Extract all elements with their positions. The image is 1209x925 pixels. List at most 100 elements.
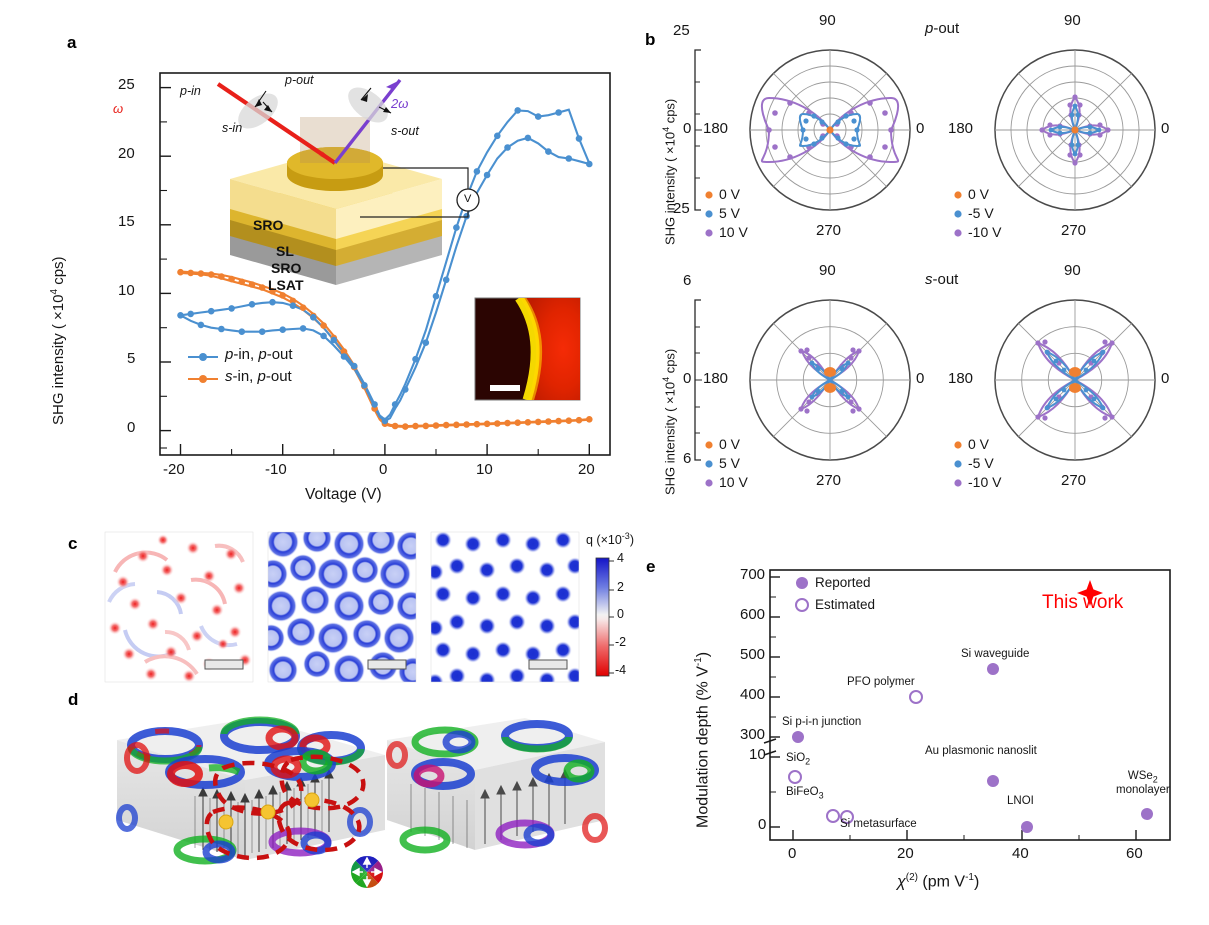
panel-b-polar-grid [665,25,1209,515]
panel-c-image-3 [431,532,579,682]
panel-e-label-wse2: WSe2 monolayer [1116,770,1170,797]
panel-b-legend-markers-bl [705,441,713,487]
panel-e-xlabel-tail: ) [974,873,980,891]
panel-b-row-title-s-out: s-out [925,271,958,288]
panel-a-legend-label-1: p-in, p-out [225,346,293,363]
left-spin-textures [116,716,373,865]
panel-e-xlabel-sup2: -1 [965,872,974,883]
polar-s-out-negative [994,299,1156,461]
panel-a-ylabel-main: SHG intensity ( ×10 [50,294,67,425]
wse2-sub: 2 [1152,774,1158,785]
panel-c-svg [104,531,580,683]
panel-e-xtick-40: 40 [1012,845,1029,862]
polar-tr-angle-90: 90 [1064,12,1081,29]
polar-s-series-5V [810,361,850,399]
polar-s-out-positive [749,299,911,461]
panel-e-datapoints [788,663,1153,833]
lsat-label: LSAT [268,277,304,293]
point-wse2 [1141,808,1153,820]
panel-d-views [95,700,615,920]
panel-d-view-right [386,718,608,854]
right-spin-textures [386,720,608,854]
panel-c-colorbar-svg [595,557,614,677]
legend2-part-a: s [225,368,233,385]
cb-label-sup: -3 [621,531,630,541]
point-pfo-polymer [909,690,923,704]
polar-top-rtick-upper: 25 [673,22,690,39]
panel-a-inset-schematic [216,78,480,285]
panel-a-ytick-20: 20 [118,145,135,162]
scale-bar-2 [367,659,407,670]
panel-e-ylabel-tail: ) [694,651,712,658]
panel-label-a: a [67,33,77,52]
legend1-part-a: p [225,346,234,363]
panel-a-ylabel: SHG intensity ( ×104 cps) [49,256,67,425]
legend1-part-d: -out [266,346,293,363]
panel-d-view-left [116,716,385,865]
polar-tr-legend-neg5V: -5 V [968,205,994,221]
panel-label-e: e [646,557,656,576]
panel-label-b: b [645,30,656,49]
panel-e-xlabel: χ(2) (pm V-1) [897,872,979,891]
panel-c-image-1 [105,532,253,682]
panel-a-xtick-0: 0 [379,461,388,478]
panel-a-ytick-0: 0 [127,419,136,436]
panel-a-x-axis-ticks [179,444,590,455]
panel-a-ylabel-sup: 4 [49,288,60,295]
polar-tl-legend-0V: 0 V [719,186,741,202]
panel-a-xtick-10: 10 [476,461,493,478]
legend1-part-c: p [258,346,267,363]
panel-c-colorbar-title: q (×10-3) [586,531,634,547]
sro-bottom-label: SRO [271,260,302,276]
panel-e-ytick-10: 10 [749,746,766,763]
voltmeter-label: V [464,193,472,205]
sio2-main: SiO [786,752,806,764]
scale-bar-1 [204,659,244,670]
panel-b-legend-markers-tr [954,191,962,237]
legend2-part-d: -out [265,368,292,385]
panel-e-legend-reported: Reported [815,575,871,590]
wse2-second-line: monolayer [1116,784,1170,797]
panel-a-xtick--10: -10 [265,461,287,478]
two-omega-label: 2ω [391,96,409,111]
sl-label: SL [276,243,294,259]
polar-tl-angle-270: 270 [816,222,842,239]
sro-top-label: SRO [253,217,284,233]
polar-tr-angle-180: 180 [948,120,974,137]
polar-br-angle-0: 0 [1161,370,1170,387]
panel-e-xtick-60: 60 [1126,845,1143,862]
panel-e-label-bifeo3: BiFeO3 [786,786,824,800]
panel-b-legend-markers-br [954,441,962,487]
row-title-p: p [925,20,934,37]
panel-e-axis-break [763,738,777,756]
polar-tl-angle-180: 180 [703,120,729,137]
cb-label-main: q (×10 [586,533,622,548]
point-this-work-star [1077,580,1103,606]
polar-tl-legend-10V: 10 V [719,224,748,240]
polar-p-out-negative [994,49,1156,211]
panel-e-ytick-600: 600 [740,606,766,623]
panel-e-ylabel-main: Modulation depth (% V [694,666,712,828]
scale-bar-micrograph [490,385,520,391]
panel-a-svg [159,72,611,456]
panel-c-colorbar [592,552,632,682]
sio2-sub: 2 [805,756,811,767]
point-si-metasurface [840,810,854,824]
panel-e-plot-frame [769,569,1171,841]
panel-e-x-ticks [792,830,1137,840]
panel-e-legend-markers [795,577,809,612]
schematic-stack [230,149,442,285]
panel-b-svg [694,49,1156,487]
panel-b-legend-markers-tl [705,191,713,237]
polar-br-legend-neg10V: -10 V [968,474,1002,490]
panel-e-label-si-pin: Si p-i-n junction [782,716,862,728]
panel-a-chart [50,55,620,475]
panel-e-ytick-0: 0 [758,816,767,833]
point-bifeo3 [826,809,840,823]
panel-e-ytick-400: 400 [740,686,766,703]
polar-series-neg0V [1071,126,1079,134]
panel-e-ylabel-sup: -1 [693,657,704,667]
polar-br-angle-180: 180 [948,370,974,387]
polar-bot-rtick-upper: 6 [683,272,692,289]
polar-bot-rtick-mid: 0 [683,370,692,387]
